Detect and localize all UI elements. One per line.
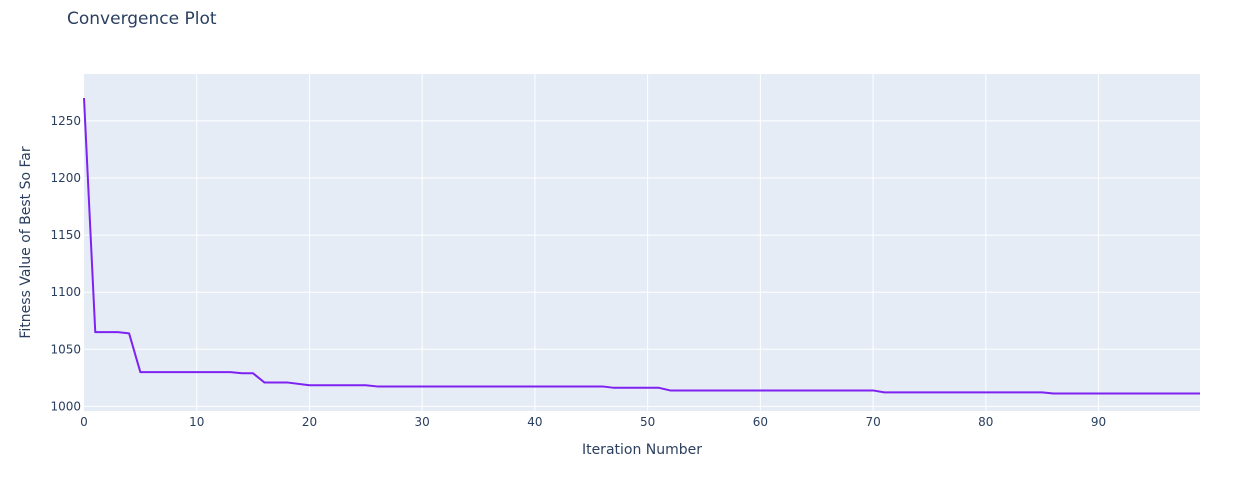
y-tick-label: 1200: [50, 171, 81, 185]
chart-title: Convergence Plot: [67, 9, 217, 29]
y-axis-ticks: 1000 1050 1100 1150 1200 1250: [50, 114, 81, 414]
x-tick-label: 90: [1091, 415, 1106, 429]
y-gridlines: [84, 120, 1200, 407]
y-tick-label: 1250: [50, 114, 81, 128]
x-tick-label: 60: [753, 415, 768, 429]
x-tick-label: 50: [640, 415, 655, 429]
x-tick-label: 10: [189, 415, 204, 429]
x-tick-label: 80: [978, 415, 993, 429]
series-line: [83, 97, 1200, 395]
x-tick-label: 70: [865, 415, 880, 429]
x-gridlines: [196, 74, 1100, 411]
plot-area: [84, 74, 1200, 411]
y-tick-label: 1100: [50, 285, 81, 299]
x-tick-label: 40: [527, 415, 542, 429]
y-tick-label: 1000: [50, 399, 81, 413]
y-tick-label: 1050: [50, 342, 81, 356]
x-tick-label: 20: [302, 415, 317, 429]
series-layer: [83, 97, 1200, 395]
x-tick-label: 0: [80, 415, 88, 429]
y-tick-label: 1150: [50, 228, 81, 242]
x-tick-label: 30: [415, 415, 430, 429]
x-axis-ticks: 0 10 20 30 40 50 60 70 80 90: [80, 415, 1106, 429]
x-axis-title: Iteration Number: [582, 442, 702, 458]
y-axis-title: Fitness Value of Best So Far: [18, 146, 34, 338]
